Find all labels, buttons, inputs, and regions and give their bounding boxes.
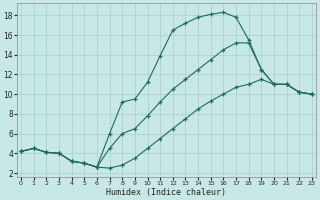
X-axis label: Humidex (Indice chaleur): Humidex (Indice chaleur) (107, 188, 227, 197)
